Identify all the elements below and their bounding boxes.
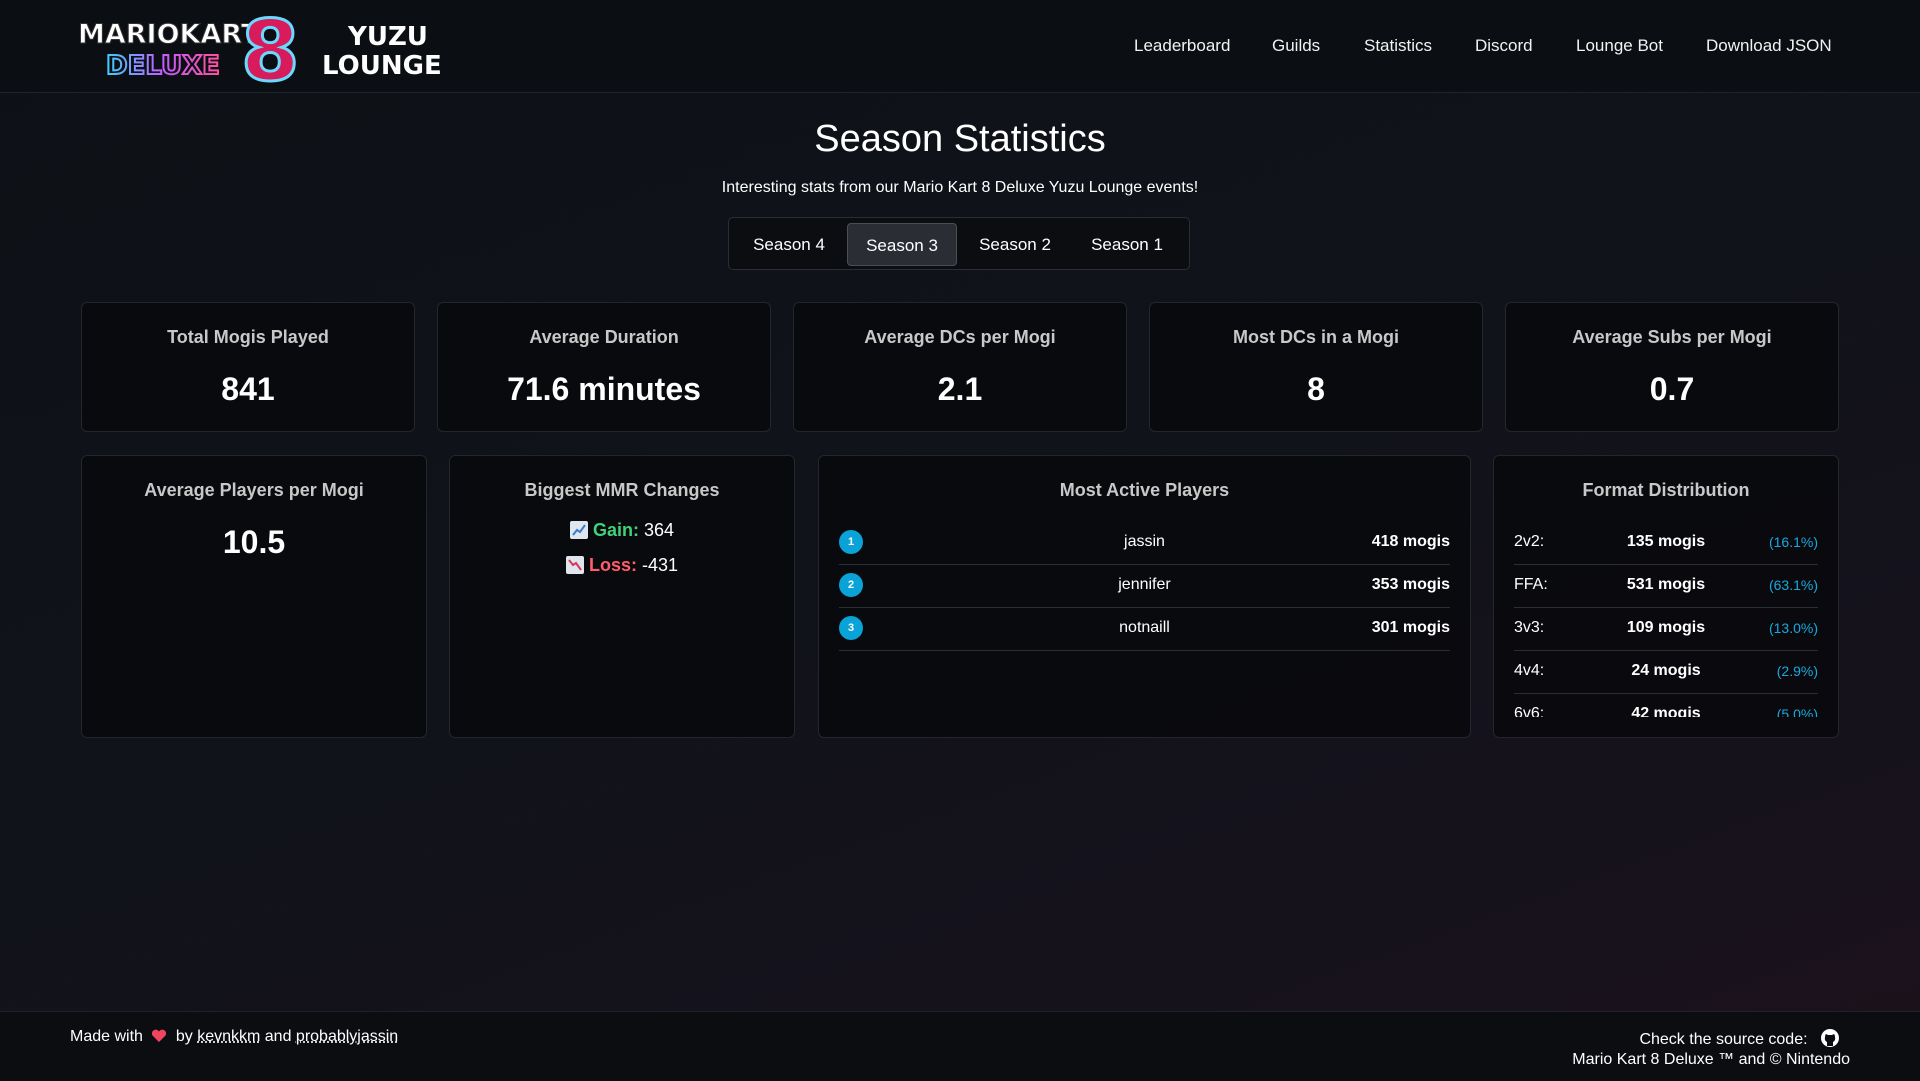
stat-card: Average Subs per Mogi 0.7: [1505, 302, 1839, 432]
card: Format Distribution 2v2: 135 mogis (16.1%)…: [1493, 455, 1839, 738]
heart-icon: [151, 1029, 167, 1043]
logo[interactable]: MARIOKART DELUXE 8 YUZU LOUNGE: [76, 10, 476, 84]
player-name: jennifer: [839, 576, 1450, 594]
card-value: 8: [1150, 371, 1482, 408]
card-value: 10.5: [82, 524, 426, 561]
stat-card: Total Mogis Played 841: [81, 302, 415, 432]
format-row: FFA: 531 mogis (63.1%): [1514, 564, 1818, 608]
label: Loss:: [589, 555, 637, 575]
player-name: notnaill: [839, 619, 1450, 637]
season-tabs: Season 4 Season 3 Season 2 Season 1: [728, 217, 1190, 270]
nav-link[interactable]: Discord: [1475, 36, 1533, 56]
card-label: Biggest MMR Changes: [450, 480, 794, 501]
text: Check the source code:: [1639, 1031, 1807, 1048]
subtitle: Interesting stats from our Mario Kart 8 …: [0, 179, 1920, 197]
card-label: Average Players per Mogi: [82, 480, 426, 501]
stat-card: Average Duration 71.6 minutes: [437, 302, 771, 432]
season-tab[interactable]: Season 4: [735, 223, 843, 266]
season-tab[interactable]: Season 3: [847, 223, 957, 266]
card-label: Most Active Players: [819, 480, 1470, 501]
mmr-loss: Loss: -431: [450, 555, 794, 576]
nav-link[interactable]: Lounge Bot: [1576, 36, 1663, 56]
nav-link[interactable]: Statistics: [1364, 36, 1432, 56]
page: {"header":{"logo":{"top":"MARIOKART","bo…: [0, 0, 1920, 1080]
github-icon: [1820, 1028, 1840, 1048]
format-row: 6v6: 42 mogis (5.0%): [1514, 693, 1818, 717]
format-pct: (13.0%): [1769, 620, 1818, 636]
format-mogis: 24 mogis: [1514, 662, 1818, 680]
value: 364: [644, 520, 674, 540]
player-row: 1 jassin 418 mogis: [839, 521, 1450, 565]
logo-text: MARIOKART: [78, 19, 260, 50]
format-row: 3v3: 109 mogis (13.0%): [1514, 607, 1818, 651]
card-value: 71.6 minutes: [438, 371, 770, 408]
format-pct: (63.1%): [1769, 577, 1818, 593]
text: by: [176, 1028, 193, 1045]
text: and: [265, 1028, 292, 1045]
format-row: 4v4: 24 mogis (2.9%): [1514, 650, 1818, 694]
player-mogis: 418 mogis: [1372, 533, 1450, 551]
credits: Made with by kevnkkm and probablyjassin: [70, 1028, 398, 1046]
author-link[interactable]: kevnkkm: [197, 1028, 260, 1045]
player-mogis: 301 mogis: [1372, 619, 1450, 637]
card-label: Average Duration: [438, 327, 770, 348]
player-row: 2 jennifer 353 mogis: [839, 564, 1450, 608]
card-label: Average Subs per Mogi: [1506, 327, 1838, 348]
format-pct: (5.0%): [1777, 706, 1818, 717]
card: Biggest MMR Changes Gain: 364 Loss: -431: [449, 455, 795, 738]
card-label: Total Mogis Played: [82, 327, 414, 348]
player-name: jassin: [839, 533, 1450, 551]
mmr-gain: Gain: 364: [450, 520, 794, 541]
nav-link[interactable]: Guilds: [1272, 36, 1320, 56]
season-tab[interactable]: Season 2: [961, 223, 1069, 266]
card-label: Average DCs per Mogi: [794, 327, 1126, 348]
format-pct: (2.9%): [1777, 663, 1818, 679]
stat-card: Most DCs in a Mogi 8: [1149, 302, 1483, 432]
format-row: 2v2: 135 mogis (16.1%): [1514, 521, 1818, 565]
label: Gain:: [593, 520, 639, 540]
card: Most Active Players 1 jassin 418 mogis 2 jen…: [818, 455, 1471, 738]
stat-card: Average DCs per Mogi 2.1: [793, 302, 1127, 432]
card-label: Most DCs in a Mogi: [1150, 327, 1482, 348]
value: -431: [642, 555, 678, 575]
icon: [570, 521, 588, 539]
header: MARIOKART DELUXE 8 YUZU LOUNGE Leaderboa…: [0, 0, 1920, 93]
author-link[interactable]: probablyjassin: [296, 1028, 398, 1045]
logo-text: LOUNGE: [322, 51, 442, 81]
card-label: Format Distribution: [1494, 480, 1838, 501]
player-mogis: 353 mogis: [1372, 576, 1450, 594]
card: Average Players per Mogi 10.5: [81, 455, 427, 738]
page-title: Season Statistics: [0, 118, 1920, 161]
source-link[interactable]: Check the source code:: [1639, 1028, 1840, 1049]
player-row: 3 notnaill 301 mogis: [839, 607, 1450, 651]
nav-link[interactable]: Leaderboard: [1134, 36, 1230, 56]
text: Made with: [70, 1028, 143, 1045]
nav-link[interactable]: Download JSON: [1706, 36, 1832, 56]
copyright: Mario Kart 8 Deluxe ™ and © Nintendo: [1572, 1051, 1850, 1069]
format-mogis: 42 mogis: [1514, 705, 1818, 717]
icon: [566, 556, 584, 574]
logo-text: YUZU: [347, 22, 428, 52]
footer: Made with by kevnkkm and probablyjassin …: [0, 1011, 1920, 1081]
logo-text: DELUXE: [106, 51, 220, 81]
logo-number: 8: [241, 10, 299, 84]
card-value: 2.1: [794, 371, 1126, 408]
format-list: 2v2: 135 mogis (16.1%) FFA: 531 mogis (63.1%)…: [1494, 521, 1838, 717]
format-pct: (16.1%): [1769, 534, 1818, 550]
season-tab[interactable]: Season 1: [1073, 223, 1181, 266]
card-value: 0.7: [1506, 371, 1838, 408]
card-value: 841: [82, 371, 414, 408]
